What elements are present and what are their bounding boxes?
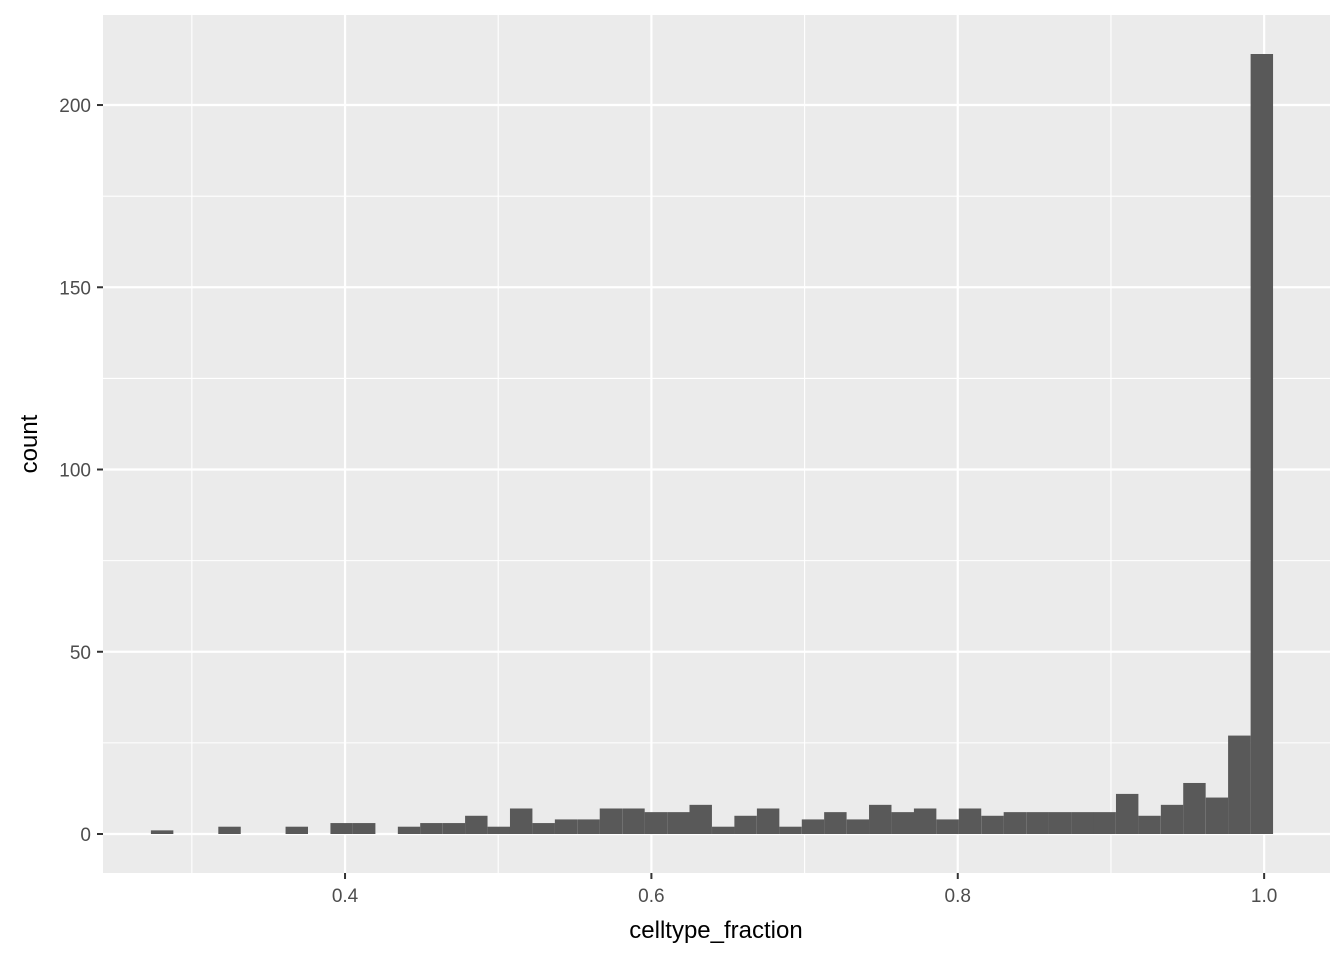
histogram-bar: [667, 812, 690, 834]
y-tick-label: 0: [80, 825, 91, 846]
histogram-bar: [509, 808, 533, 834]
histogram-bar: [846, 819, 870, 834]
x-axis-title: celltype_fraction: [629, 917, 802, 944]
histogram-bar: [420, 823, 443, 834]
histogram-bar: [1138, 815, 1161, 834]
x-tick-label: 1.0: [1251, 886, 1277, 907]
histogram-bar: [1205, 797, 1229, 834]
y-tick-label: 150: [59, 278, 91, 299]
minor-gridlines: [103, 15, 1330, 873]
histogram-bar: [734, 815, 757, 834]
histogram-bar: [330, 823, 353, 834]
histogram-bar: [487, 826, 511, 834]
histogram-bar: [218, 826, 241, 834]
histogram-bar: [1228, 735, 1251, 834]
histogram-bar: [352, 823, 376, 834]
histogram-bar: [891, 812, 914, 834]
histogram-bar: [622, 808, 645, 834]
histogram-bar: [554, 819, 578, 834]
plot-panel: [103, 15, 1330, 873]
x-tick-label: 0.8: [945, 886, 971, 907]
x-tick-label: 0.6: [638, 886, 664, 907]
histogram-bar: [1160, 804, 1184, 834]
histogram-bar: [599, 808, 623, 834]
histogram-bar: [689, 804, 712, 834]
histogram-bar: [644, 812, 668, 834]
histogram-bar: [532, 823, 555, 834]
histogram-bar: [1026, 812, 1049, 834]
y-axis-ticks: 0 50 100 150 200: [59, 96, 103, 846]
histogram-bar: [958, 808, 982, 834]
histogram-bar: [801, 819, 825, 834]
histogram-bar: [981, 815, 1004, 834]
histogram-bar: [465, 815, 488, 834]
histogram-bar: [1115, 793, 1139, 834]
histogram-bar: [150, 830, 174, 834]
x-axis-ticks: 0.4 0.6 0.8 1.0: [332, 873, 1277, 907]
y-tick-label: 100: [59, 461, 91, 482]
histogram-bar: [869, 804, 892, 834]
histogram-bar: [779, 826, 802, 834]
histogram-bar: [712, 826, 735, 834]
x-tick-label: 0.4: [332, 886, 359, 907]
histogram-bar: [1003, 812, 1027, 834]
histogram-bar: [1071, 812, 1094, 834]
y-tick-label: 200: [59, 96, 91, 117]
histogram-bars: [150, 54, 1274, 834]
histogram-bar: [1250, 54, 1274, 834]
histogram-bar: [1093, 812, 1116, 834]
histogram-bar: [1183, 782, 1206, 834]
histogram-bar: [442, 823, 466, 834]
histogram-bar: [936, 819, 959, 834]
histogram-bar: [577, 819, 600, 834]
y-tick-label: 50: [70, 643, 91, 664]
histogram-bar: [1048, 812, 1072, 834]
y-axis-title: count: [16, 414, 43, 473]
histogram-bar: [397, 826, 421, 834]
histogram-bar: [285, 826, 308, 834]
histogram-bar: [824, 812, 847, 834]
histogram-bar: [756, 808, 780, 834]
histogram-bar: [913, 808, 937, 834]
